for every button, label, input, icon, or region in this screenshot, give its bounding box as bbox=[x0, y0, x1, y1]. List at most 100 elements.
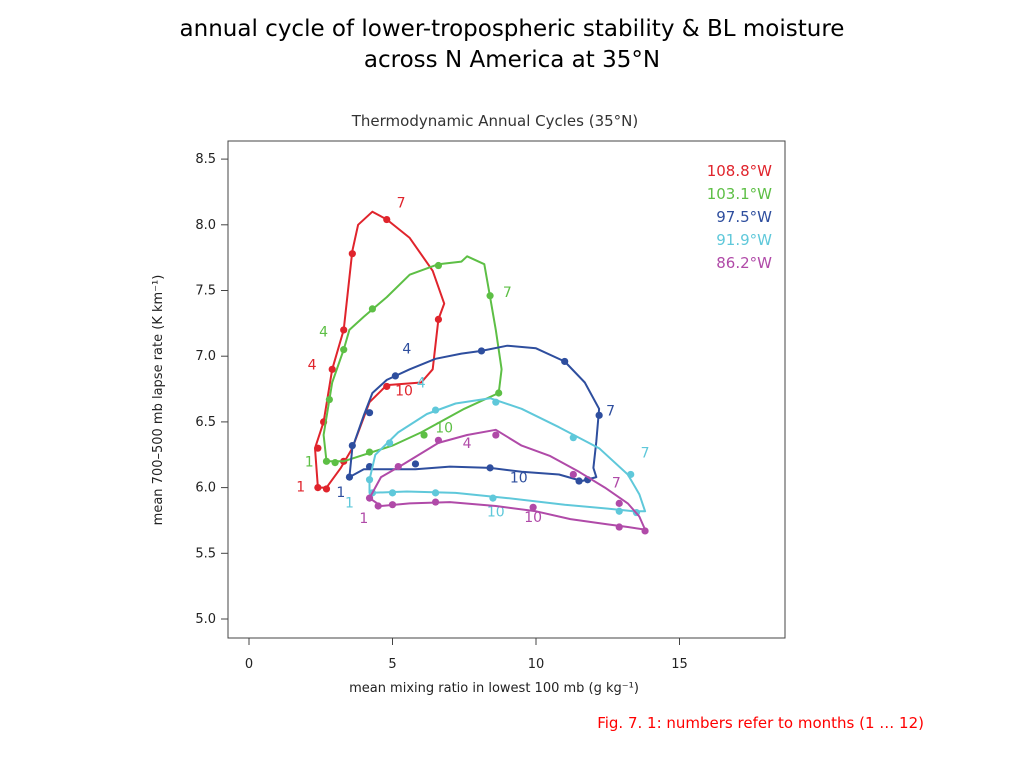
series-line bbox=[348, 344, 601, 482]
legend-entry: 91.9°W bbox=[716, 231, 772, 249]
month-label: 10 bbox=[487, 505, 505, 521]
figure-caption: Fig. 7. 1: numbers refer to months (1 … … bbox=[597, 714, 924, 732]
series-marker bbox=[641, 527, 649, 535]
series-marker bbox=[595, 411, 603, 419]
series-marker bbox=[615, 507, 623, 515]
month-label: 7 bbox=[612, 476, 621, 492]
y-tick-label: 5.0 bbox=[195, 612, 216, 627]
series-marker bbox=[477, 347, 486, 355]
month-label: 1 bbox=[359, 511, 368, 527]
month-label: 1 bbox=[305, 455, 314, 471]
series-marker bbox=[411, 460, 420, 468]
series-marker bbox=[492, 398, 500, 406]
series-marker bbox=[391, 372, 399, 380]
legend-entry: 97.5°W bbox=[716, 208, 772, 226]
series-marker bbox=[345, 473, 354, 481]
legend: 108.8°W 103.1°W 97.5°W 91.9°W 86.2°W bbox=[707, 162, 772, 272]
series-marker bbox=[569, 434, 577, 442]
month-label: 10 bbox=[435, 420, 453, 436]
slide-title-line2: across N America at 35°N bbox=[363, 47, 661, 73]
series-marker bbox=[365, 476, 374, 484]
series-marker bbox=[434, 315, 443, 324]
series-marker bbox=[322, 485, 331, 493]
series-marker bbox=[489, 494, 497, 502]
series-marker bbox=[365, 494, 374, 502]
y-tick-label: 5.5 bbox=[195, 546, 216, 561]
plot-frame bbox=[227, 140, 786, 639]
x-axis-label: mean mixing ratio in lowest 100 mb (g kg… bbox=[349, 681, 639, 696]
series-marker bbox=[314, 444, 322, 452]
month-label: 4 bbox=[417, 376, 426, 392]
series-line bbox=[322, 255, 503, 463]
y-tick-label: 8.0 bbox=[195, 218, 216, 233]
month-label: 1 bbox=[336, 485, 345, 501]
legend-entry: 108.8°W bbox=[707, 162, 772, 180]
series-marker bbox=[348, 250, 356, 258]
series-marker bbox=[322, 457, 331, 465]
series-marker bbox=[431, 406, 440, 414]
month-label: 10 bbox=[524, 510, 542, 526]
series-marker bbox=[365, 409, 374, 417]
series-marker bbox=[340, 326, 348, 334]
series-marker bbox=[340, 346, 348, 354]
y-tick-label: 7.0 bbox=[195, 349, 216, 364]
series-marker bbox=[627, 470, 635, 479]
series-marker bbox=[575, 477, 583, 485]
month-label: 1 bbox=[345, 495, 354, 511]
series-marker bbox=[434, 261, 443, 270]
series-marker bbox=[615, 523, 623, 531]
axis-ticks: 0 5 10 15 5.0 5.5 6.0 6.5 7.0 7.5 8.0 8.5 bbox=[195, 152, 687, 672]
series-marker bbox=[569, 470, 577, 479]
series-marker bbox=[383, 382, 391, 391]
y-tick-label: 7.5 bbox=[195, 284, 216, 299]
month-label: 4 bbox=[319, 324, 328, 340]
series-marker bbox=[348, 441, 356, 450]
series-marker bbox=[492, 431, 500, 439]
y-tick-label: 8.5 bbox=[195, 152, 216, 167]
month-label: 7 bbox=[397, 196, 406, 212]
month-label: 10 bbox=[510, 470, 528, 486]
series-marker bbox=[529, 503, 537, 511]
chart-title: Thermodynamic Annual Cycles (35°N) bbox=[351, 112, 638, 130]
series-line bbox=[314, 210, 446, 489]
series-marker bbox=[615, 499, 623, 507]
series-marker bbox=[388, 501, 397, 509]
month-label: 7 bbox=[606, 403, 615, 419]
series-marker bbox=[325, 395, 333, 404]
series-marker bbox=[365, 448, 374, 456]
series-marker bbox=[386, 439, 394, 447]
month-label: 10 bbox=[395, 384, 413, 400]
slide-title-line1: annual cycle of lower-tropospheric stabi… bbox=[179, 16, 845, 42]
series-line bbox=[368, 428, 647, 531]
slide-title: annual cycle of lower-tropospheric stabi… bbox=[0, 14, 1024, 76]
series-marker bbox=[314, 484, 322, 492]
month-label: 4 bbox=[308, 357, 317, 373]
x-tick-label: 15 bbox=[671, 657, 688, 672]
month-label: 7 bbox=[641, 445, 650, 461]
series-marker bbox=[561, 357, 569, 366]
x-tick-label: 0 bbox=[245, 657, 253, 672]
x-tick-label: 10 bbox=[528, 657, 545, 672]
series-marker bbox=[368, 305, 377, 313]
series-marker bbox=[495, 389, 503, 397]
series-marker bbox=[331, 459, 339, 467]
series-marker bbox=[374, 502, 382, 510]
series-group: 1 4 7 10 1 4 7 10 1 4 7 10 1 4 7 10 1 4 7 10 bbox=[296, 196, 650, 535]
month-label: 4 bbox=[402, 342, 411, 358]
series-marker bbox=[486, 292, 494, 300]
series-marker bbox=[431, 489, 440, 497]
legend-entry: 86.2°W bbox=[716, 254, 772, 272]
series-marker bbox=[328, 365, 336, 373]
y-tick-label: 6.5 bbox=[195, 415, 216, 430]
x-tick-label: 5 bbox=[388, 657, 396, 672]
month-label: 7 bbox=[503, 285, 512, 301]
series-marker bbox=[383, 215, 391, 224]
month-label: 1 bbox=[296, 480, 305, 496]
series-marker bbox=[388, 489, 397, 497]
series-line bbox=[368, 397, 647, 513]
series-marker bbox=[434, 436, 443, 444]
y-tick-label: 6.0 bbox=[195, 481, 216, 496]
series-marker bbox=[431, 498, 440, 506]
series-marker bbox=[486, 464, 494, 472]
